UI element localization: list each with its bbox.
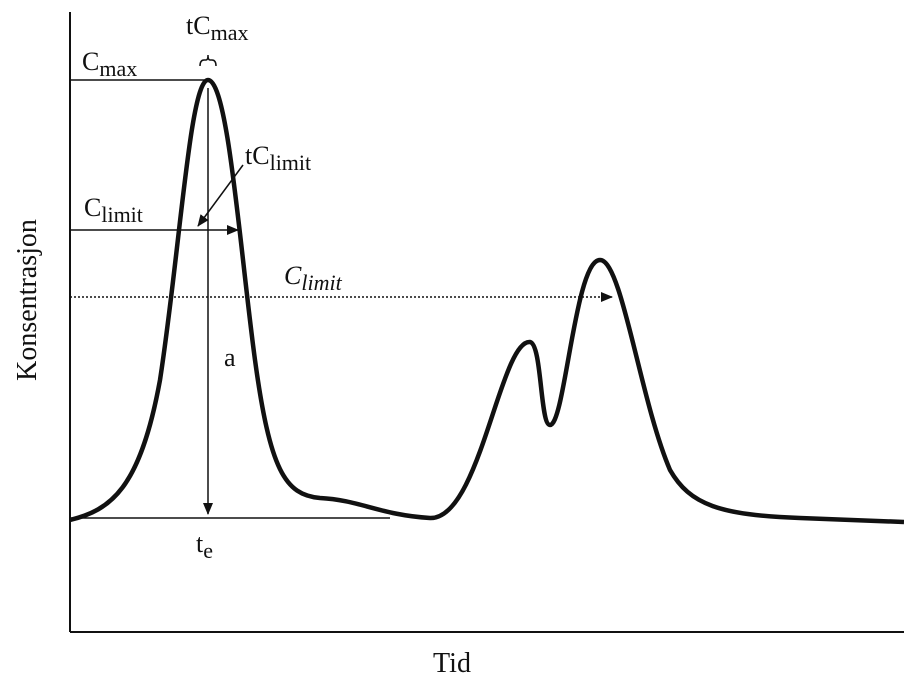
- label-sub: max: [99, 56, 137, 81]
- label-main: C: [82, 47, 99, 76]
- tclimit-pointer: [197, 164, 244, 227]
- y-axis-label: Konsentrasjon: [12, 219, 43, 381]
- label-sub: limit: [270, 150, 312, 175]
- tcmax-label: tCmax: [186, 11, 248, 45]
- a-label: a: [224, 343, 236, 372]
- label-sub: e: [203, 538, 213, 563]
- climit-dotted-label: Climit: [284, 261, 343, 295]
- label-main: t: [196, 529, 204, 558]
- label-main: tC: [245, 141, 270, 170]
- label-main: C: [84, 193, 101, 222]
- tclimit-label: tClimit: [245, 141, 311, 175]
- cmax-label: Cmax: [82, 47, 137, 81]
- label-main: C: [284, 261, 302, 290]
- tcmax-brace: [199, 54, 217, 67]
- label-sub: max: [211, 20, 249, 45]
- climit-label: Climit: [84, 193, 143, 227]
- label-main: tC: [186, 11, 211, 40]
- label-sub: limit: [301, 270, 342, 295]
- x-axis-label: Tid: [433, 648, 471, 679]
- concentration-curve: [69, 77, 904, 525]
- label-sub: limit: [101, 202, 143, 227]
- te-label: te: [196, 529, 213, 563]
